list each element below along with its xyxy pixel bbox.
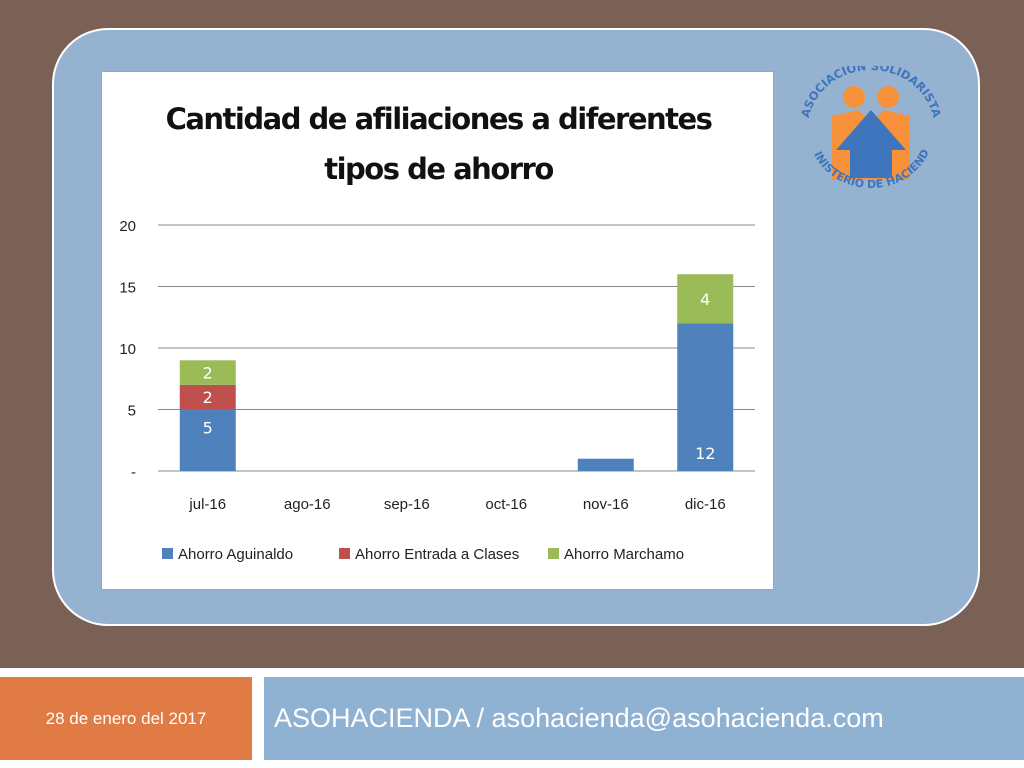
bar-segment (179, 384, 236, 410)
data-label: 5 (203, 419, 213, 438)
asohacienda-logo: ASOCIACION SOLIDARISTA MINISTERIO DE HAC… (791, 56, 946, 206)
bar-chart: - 5 10 15 20 5 2 2 jul-16 ago-16 sep-16 oct-16 nov-1… (119, 218, 755, 563)
chart-title-line-1: Cantidad de afiliaciones a diferentes (165, 102, 713, 136)
legend-label: Ahorro Aguinaldo (178, 546, 293, 563)
footer-date: 28 de enero del 2017 (0, 677, 252, 760)
legend-label: Ahorro Entrada a Clases (355, 546, 519, 563)
x-tick-label: ago-16 (284, 496, 331, 513)
y-tick-label: 5 (128, 403, 136, 420)
legend-swatch (339, 548, 350, 559)
legend-swatch (548, 548, 559, 559)
x-tick-label: sep-16 (384, 496, 430, 513)
x-tick-label: nov-16 (583, 496, 629, 513)
data-label: 12 (695, 444, 715, 463)
chart-container: Cantidad de afiliaciones a diferentes ti… (101, 71, 774, 590)
x-tick-label: dic-16 (685, 496, 726, 513)
data-label: 2 (203, 388, 213, 407)
footer-organization: ASOHACIENDA / asohacienda@asohacienda.co… (264, 677, 1024, 760)
y-tick-label: 10 (119, 341, 136, 358)
x-tick-label: oct-16 (485, 496, 527, 513)
legend-label: Ahorro Marchamo (564, 546, 684, 563)
x-tick-label: jul-16 (188, 496, 226, 513)
y-tick-label: 20 (119, 218, 136, 235)
data-label: 4 (700, 290, 710, 309)
y-tick-label: - (131, 464, 136, 481)
bar-segment (677, 274, 734, 324)
footer-separator (0, 668, 1024, 676)
bar-segment (179, 360, 236, 385)
chart-title-line-2: tipos de ahorro (324, 152, 554, 186)
y-tick-label: 15 (119, 280, 136, 297)
bar-segment (577, 458, 634, 471)
bar-segment (179, 409, 236, 471)
data-label: 2 (203, 364, 213, 383)
bar-segment (677, 323, 734, 471)
legend-swatch (162, 548, 173, 559)
